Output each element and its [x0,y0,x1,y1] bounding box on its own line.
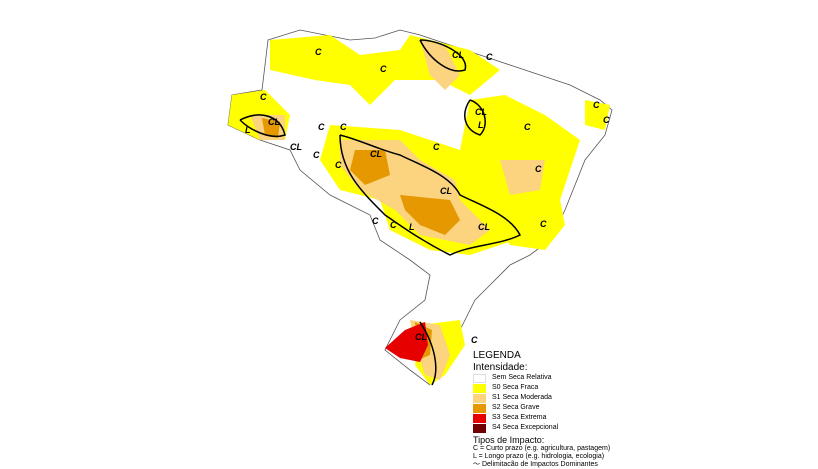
impact-boundaries [239,39,522,386]
boundary-line-icon: 〜 [473,461,480,469]
legend-title: LEGENDA [473,350,521,361]
legend-swatch [473,373,486,383]
impact-label: C [340,122,347,132]
impact-label: C [593,100,600,110]
legend-impact-short: C = Curto prazo (e.g. agricultura, pasta… [473,445,611,453]
legend-item-label: S2 Seca Grave [492,403,540,411]
impact-label: C [486,52,493,62]
legend-item-label: S3 Seca Extrema [492,413,547,421]
s1-area [500,160,545,195]
impact-label: L [409,222,415,232]
impact-label: L [478,120,484,130]
impact-label: C [380,64,387,74]
legend-item: S0 Seca Fraca [473,383,610,393]
legend-item: S3 Seca Extrema [473,413,610,423]
impact-label: C [390,220,397,230]
legend-impact-long: L = Longo prazo (e.g. hidrologia, ecolog… [473,453,605,461]
impact-label: C [433,142,440,152]
impact-label: CL [452,50,464,60]
legend-item-label: S1 Seca Moderada [492,393,552,401]
impact-label: C [372,216,379,226]
impact-label: C [540,219,547,229]
impact-label: CL [475,107,487,117]
impact-label: C [318,122,325,132]
impact-label: C [471,335,478,345]
s3-area [385,322,428,362]
impact-label: C [313,150,320,160]
s2-area [350,150,390,185]
legend-swatch [473,423,486,433]
impact-label: L [245,125,251,135]
legend-swatch [473,393,486,403]
impact-label: CL [440,186,452,196]
legend-item-label: S0 Seca Fraca [492,383,539,391]
s0-area [585,100,610,130]
s1-area [420,40,460,90]
legend-intensity-title: Intensidade: [473,361,528,373]
legend-item-label: Sem Seca Relativa [492,373,552,381]
impact-label: C [524,122,531,132]
legend-swatch [473,413,486,423]
impact-label: CL [370,149,382,159]
legend-swatch [473,383,486,393]
legend-item: S2 Seca Grave [473,403,610,413]
legend-item-label: S4 Seca Excepcional [492,423,559,431]
impact-label: C [260,92,267,102]
legend-item: Sem Seca Relativa [473,373,610,383]
impact-label: CL [268,117,280,127]
impact-label: CL [478,222,490,232]
legend-item: S1 Seca Moderada [473,393,610,403]
impact-label: CL [415,332,427,342]
legend-boundary-label: Delimitacão de Impactos Dominantes [481,461,598,469]
legend-impact-title: Tipos de Impacto: [473,435,545,445]
legend-item: S4 Seca Excepcional [473,423,610,433]
impact-label: C [535,164,542,174]
legend-swatch [473,403,486,413]
s2-area [262,118,280,138]
impact-label: C [603,115,610,125]
drought-areas [228,35,610,385]
impact-label: C [335,160,342,170]
legend-boundary: 〜 Delimitacão de Impactos Dominantes [473,461,610,469]
impact-label: CL [290,142,302,152]
legend: LEGENDA Intensidade: Sem Seca Relativa S0… [473,350,610,469]
impact-label: C [315,47,322,57]
s2-area [400,195,460,235]
